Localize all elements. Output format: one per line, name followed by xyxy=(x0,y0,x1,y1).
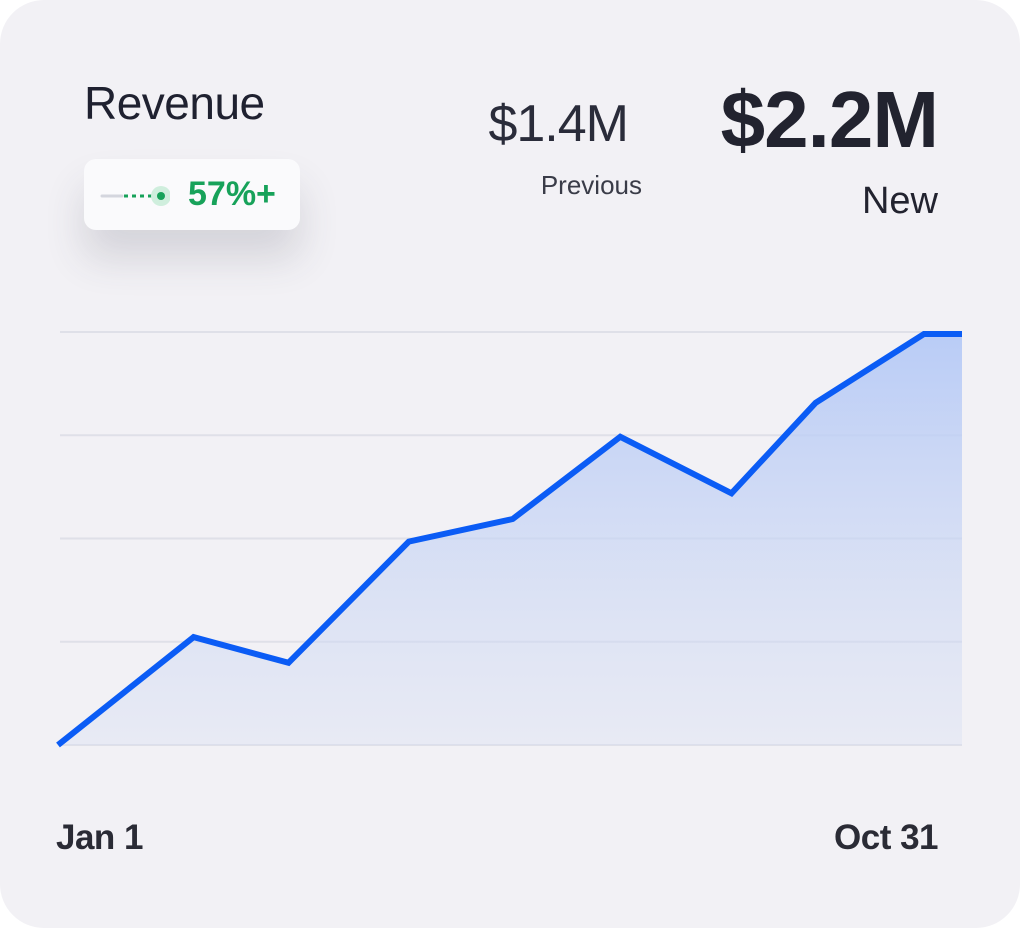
new-value: $2.2M xyxy=(720,75,939,164)
x-axis-start-label: Jan 1 xyxy=(56,818,144,857)
new-label: New xyxy=(861,180,938,222)
data-point-8 xyxy=(921,331,927,337)
previous-label: Previous xyxy=(540,170,642,200)
chart-area-fill xyxy=(58,334,962,745)
card-title: Revenue xyxy=(84,77,265,129)
chart-series-line xyxy=(56,331,962,748)
data-point-3 xyxy=(406,539,412,545)
x-axis-end-label: Oct 31 xyxy=(834,818,939,857)
data-point-9 xyxy=(959,331,965,337)
data-point-5 xyxy=(617,434,623,440)
trend-dots-icon xyxy=(100,186,170,206)
data-point-0 xyxy=(55,742,61,748)
data-point-4 xyxy=(510,516,516,522)
data-point-7 xyxy=(813,400,819,406)
data-point-1 xyxy=(191,634,197,640)
data-point-6 xyxy=(728,490,734,496)
data-point-2 xyxy=(286,660,292,666)
previous-value: $1.4M xyxy=(488,95,629,153)
change-percentage: 57%+ xyxy=(188,175,276,213)
change-badge: 57%+ xyxy=(84,159,300,230)
